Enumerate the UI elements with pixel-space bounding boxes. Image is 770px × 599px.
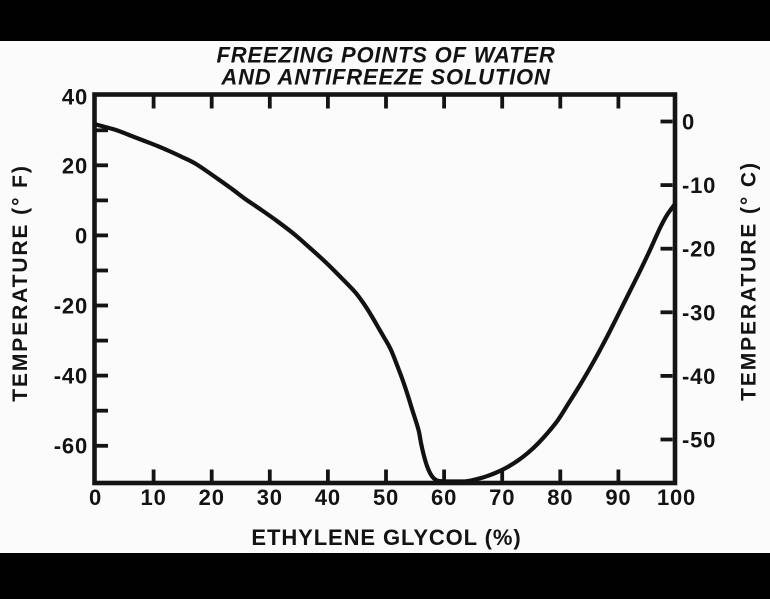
svg-text:-50: -50	[682, 428, 716, 453]
svg-text:90: 90	[605, 485, 631, 510]
svg-text:TEMPERATURE (° C): TEMPERATURE (° C)	[738, 161, 761, 401]
svg-text:-20: -20	[682, 237, 716, 262]
svg-text:-10: -10	[682, 173, 716, 198]
svg-text:100: 100	[657, 485, 696, 510]
svg-text:10: 10	[141, 485, 167, 510]
svg-text:TEMPERATURE (° F): TEMPERATURE (° F)	[9, 164, 32, 401]
svg-text:20: 20	[62, 153, 88, 178]
svg-text:50: 50	[373, 485, 399, 510]
svg-text:0: 0	[682, 110, 695, 135]
svg-text:0: 0	[89, 485, 102, 510]
svg-text:-30: -30	[682, 300, 716, 325]
svg-text:60: 60	[431, 485, 457, 510]
svg-text:ETHYLENE GLYCOL (%): ETHYLENE GLYCOL (%)	[251, 525, 521, 550]
svg-text:20: 20	[199, 485, 225, 510]
svg-text:40: 40	[62, 85, 88, 110]
svg-text:-60: -60	[54, 434, 88, 459]
svg-text:0: 0	[75, 223, 88, 248]
svg-text:40: 40	[315, 485, 341, 510]
svg-text:80: 80	[547, 485, 573, 510]
svg-text:FREEZING POINTS OF WATER: FREEZING POINTS OF WATER	[216, 43, 555, 68]
svg-text:70: 70	[489, 485, 515, 510]
svg-text:-40: -40	[682, 364, 716, 389]
svg-text:30: 30	[257, 485, 283, 510]
svg-text:-40: -40	[54, 364, 88, 389]
svg-text:AND ANTIFREEZE SOLUTION: AND ANTIFREEZE SOLUTION	[220, 64, 551, 89]
svg-text:-20: -20	[54, 294, 88, 319]
